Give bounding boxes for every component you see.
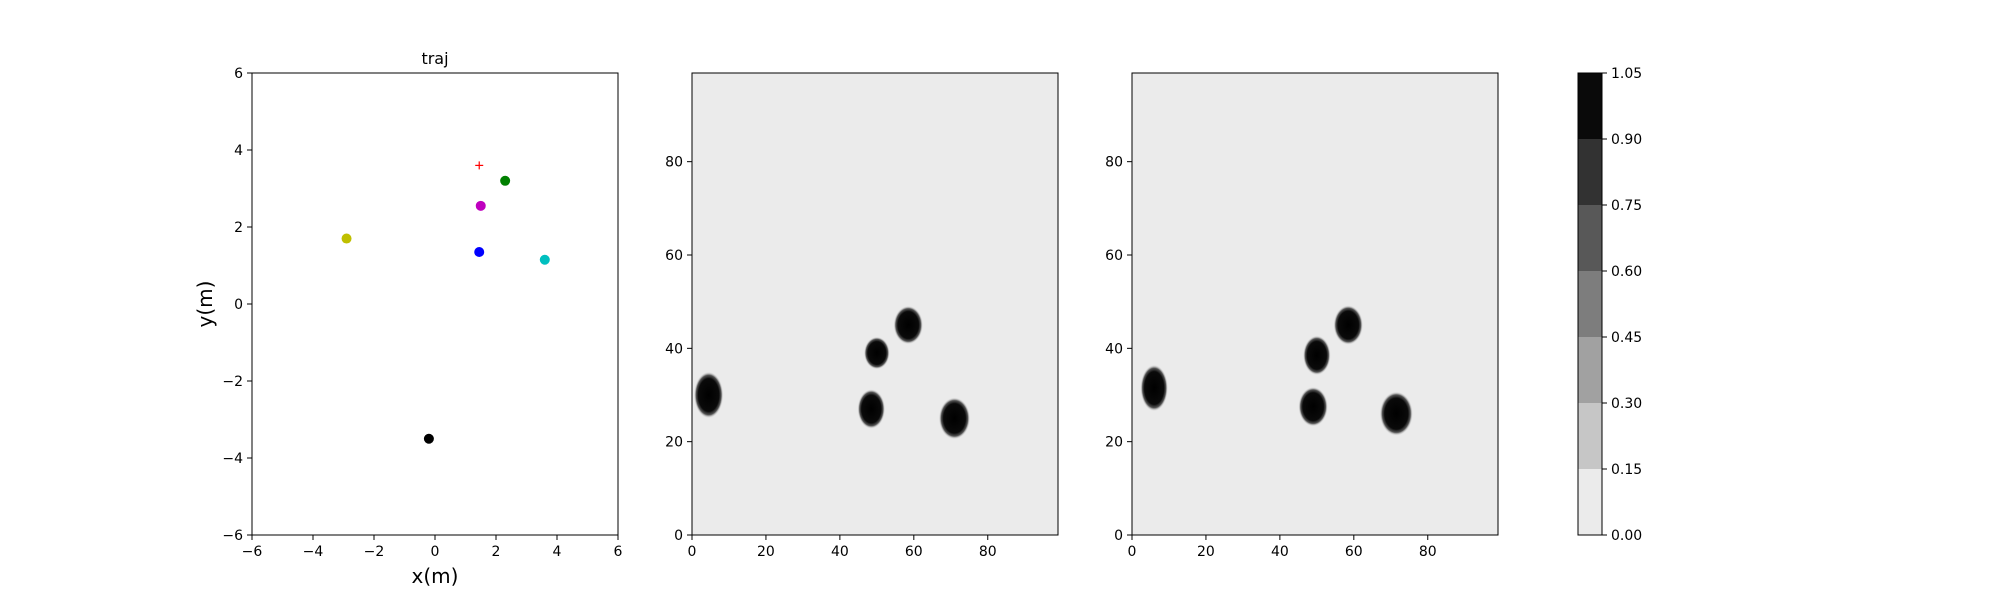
heatmap-1-y-tick-label-0: 0 (674, 528, 683, 544)
heatmap-1-y-tick-label-3: 60 (665, 248, 683, 264)
heatmap-2-y-tick-label-2: 40 (1105, 341, 1123, 357)
heatmap-2-x-tick-label-0: 0 (1128, 544, 1137, 560)
trajectory-plot: traj x(m) y(m) −6 −4 −2 0 2 4 6 −6 −4 −2 0 2 4 6 (193, 49, 623, 588)
colorbar-band-0 (1578, 469, 1602, 535)
trajectory-plot-y-tick-label-3: 0 (234, 297, 243, 313)
colorbar-frame (1577, 72, 1603, 536)
trajectory-plot-y-tick-label-0: −6 (222, 528, 243, 544)
heatmap-2-x-tick-label-4: 80 (1419, 544, 1437, 560)
heatmap-2-blob-3 (1333, 305, 1364, 345)
heatmap-1-x-tick-label-4: 80 (979, 544, 997, 560)
colorbar-tick-label-6: 0.90 (1611, 132, 1642, 148)
colorbar-band-6 (1578, 73, 1602, 139)
heatmap-2-x-tick-label-2: 40 (1271, 544, 1289, 560)
colorbar-tick-label-0: 0.00 (1611, 528, 1642, 544)
colorbar-tick-label-1: 0.15 (1611, 462, 1642, 478)
trajectory-plot-x-tick-label-6: 6 (614, 544, 623, 560)
trajectory-plot-x-tick-label-1: −4 (303, 544, 324, 560)
heatmap-2-x-tick-label-1: 20 (1197, 544, 1215, 560)
trajectory-point-4 (474, 247, 485, 258)
heatmap-2-blob-0 (1140, 364, 1169, 412)
heatmap-2-y-tick-label-3: 60 (1105, 248, 1123, 264)
heatmap-2-x-tick-label-3: 60 (1345, 544, 1363, 560)
trajectory-plot-y-tick-label-6: 6 (234, 66, 243, 82)
heatmap-2-y-tick-label-1: 20 (1105, 435, 1123, 451)
colorbar-tick-label-2: 0.30 (1611, 396, 1642, 412)
heatmap-1-blob-3 (893, 305, 924, 345)
trajectory-plot-x-tick-label-3: 0 (431, 544, 440, 560)
heatmap-plot-2: 0 20 40 60 80 0 20 40 60 80 (1105, 72, 1499, 560)
heatmap-2-blob-2 (1302, 335, 1331, 376)
trajectory-point-1 (500, 175, 511, 186)
heatmap-1-x-tick-label-3: 60 (905, 544, 923, 560)
heatmap-1-y-tick-label-1: 20 (665, 435, 683, 451)
trajectory-plot-x-tick-label-5: 4 (553, 544, 562, 560)
heatmap-1-blob-0 (693, 371, 724, 419)
colorbar-tick-label-3: 0.45 (1611, 330, 1642, 346)
trajectory-plot-x-axis-label: x(m) (412, 564, 459, 588)
colorbar-tick-label-7: 1.05 (1611, 66, 1642, 82)
trajectory-point-3 (341, 233, 352, 244)
trajectory-point-6 (423, 433, 434, 444)
trajectory-plot-x-tick-label-2: −2 (364, 544, 385, 560)
colorbar-tick-label-5: 0.75 (1611, 198, 1642, 214)
heatmap-1-background (692, 73, 1058, 535)
heatmap-plot-1: 0 20 40 60 80 0 20 40 60 80 (665, 72, 1059, 560)
colorbar-band-4 (1578, 205, 1602, 271)
trajectory-point-2 (475, 200, 486, 211)
trajectory-plot-y-tick-label-5: 4 (234, 143, 243, 159)
trajectory-plot-frame (251, 72, 619, 536)
colorbar-band-3 (1578, 271, 1602, 337)
heatmap-1-y-tick-label-4: 80 (665, 155, 683, 171)
colorbar: 0.00 0.15 0.30 0.45 0.60 0.75 0.90 1.05 (1577, 66, 1642, 544)
heatmap-1-blob-2 (863, 336, 890, 370)
colorbar-band-2 (1578, 337, 1602, 403)
trajectory-plot-y-tick-label-4: 2 (234, 220, 243, 236)
heatmap-2-blob-4 (1379, 391, 1413, 436)
heatmap-1-y-tick-label-2: 40 (665, 341, 683, 357)
heatmap-2-background (1132, 73, 1498, 535)
colorbar-band-1 (1578, 403, 1602, 469)
trajectory-plot-y-tick-label-1: −4 (222, 451, 243, 467)
trajectory-point-5 (539, 254, 550, 265)
heatmap-2-y-tick-label-4: 80 (1105, 155, 1123, 171)
trajectory-plot-y-axis-label: y(m) (193, 281, 217, 328)
trajectory-plot-x-tick-label-0: −6 (242, 544, 263, 560)
heatmap-1-x-tick-label-1: 20 (757, 544, 775, 560)
trajectory-plot-y-tick-label-2: −2 (222, 374, 243, 390)
heatmap-2-y-tick-label-0: 0 (1114, 528, 1123, 544)
colorbar-tick-label-4: 0.60 (1611, 264, 1642, 280)
trajectory-plot-x-tick-label-4: 2 (492, 544, 501, 560)
heatmap-1-frame (691, 72, 1059, 536)
colorbar-band-5 (1578, 139, 1602, 205)
heatmap-1-blob-1 (857, 389, 886, 429)
heatmap-1-x-tick-label-2: 40 (831, 544, 849, 560)
trajectory-point-0 (475, 161, 484, 170)
heatmap-2-blob-1 (1298, 386, 1328, 427)
heatmap-1-x-tick-label-0: 0 (688, 544, 697, 560)
trajectory-plot-title: traj (421, 49, 448, 68)
heatmap-2-frame (1131, 72, 1499, 536)
heatmap-1-blob-4 (938, 397, 971, 440)
